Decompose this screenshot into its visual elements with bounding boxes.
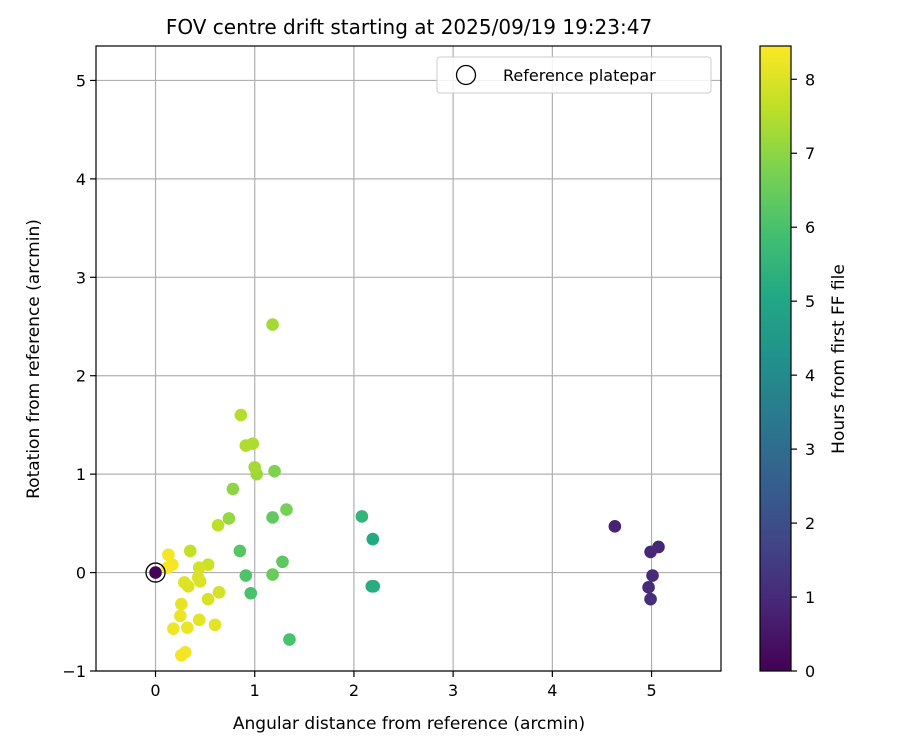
colorbar-tick-label: 2 <box>805 514 815 533</box>
data-point <box>239 569 253 582</box>
y-tick-label: 4 <box>76 170 86 189</box>
data-point <box>175 597 188 611</box>
data-point <box>266 568 279 581</box>
grid <box>96 46 721 672</box>
colorbar-label: Hours from first FF file <box>829 264 849 454</box>
colorbar-gradient <box>759 45 792 672</box>
data-point <box>646 569 659 582</box>
data-point <box>174 609 187 623</box>
x-tick-label: 3 <box>448 681 458 700</box>
data-point <box>355 510 369 523</box>
legend-reference-marker <box>455 64 477 86</box>
data-point <box>642 581 655 594</box>
x-tick-label: 2 <box>349 681 359 700</box>
y-tick-label: 1 <box>76 465 86 484</box>
data-point <box>149 566 162 579</box>
data-point <box>167 622 180 635</box>
scatter-points <box>149 318 665 662</box>
reference-marker-layer <box>145 562 166 583</box>
data-point <box>212 585 226 599</box>
axis-ticks: 0 1 2 3 4 5 −1 0 1 2 3 4 5 <box>62 71 656 700</box>
colorbar-ticks: 0 1 2 3 4 5 6 7 8 <box>791 70 815 681</box>
colorbar-tick-label: 1 <box>805 588 815 607</box>
data-point <box>183 544 197 558</box>
data-point <box>283 633 296 646</box>
colorbar-tick-label: 0 <box>805 662 815 681</box>
data-point <box>268 464 281 478</box>
x-tick-label: 4 <box>547 681 557 700</box>
data-point <box>276 555 289 569</box>
data-point <box>211 519 225 532</box>
data-point <box>266 318 279 331</box>
data-point <box>175 648 188 662</box>
data-point <box>191 571 205 584</box>
data-point <box>644 545 657 559</box>
colorbar-tick-label: 7 <box>805 144 815 163</box>
y-axis-label: Rotation from reference (arcmin) <box>24 219 44 499</box>
colorbar-tick-label: 8 <box>805 70 815 89</box>
x-tick-label: 5 <box>646 681 656 700</box>
data-point <box>244 586 258 600</box>
colorbar-tick-label: 4 <box>805 366 815 385</box>
data-point <box>644 592 657 606</box>
colorbar-tick-label: 6 <box>805 218 815 237</box>
data-point <box>192 561 206 574</box>
y-tick-label: 5 <box>76 71 86 90</box>
y-tick-label: −1 <box>62 662 86 681</box>
data-point <box>239 439 253 452</box>
x-tick-label: 1 <box>250 681 260 700</box>
colorbar-tick-label: 3 <box>805 440 815 459</box>
colorbar: 0 1 2 3 4 5 6 7 8 Hours from first FF file <box>759 45 849 681</box>
data-point <box>162 548 175 562</box>
x-tick-label: 0 <box>150 681 160 700</box>
data-point <box>233 544 247 558</box>
y-tick-label: 3 <box>76 268 86 287</box>
data-point <box>367 580 381 593</box>
legend-box <box>436 56 712 94</box>
data-point <box>608 520 622 533</box>
data-point <box>208 618 222 632</box>
colorbar-tick-label: 5 <box>805 292 815 311</box>
chart-title: FOV centre drift starting at 2025/09/19 … <box>166 15 652 39</box>
data-point <box>201 592 215 606</box>
legend-entry-reference-platepar: Reference platepar <box>503 66 656 85</box>
data-point <box>222 512 236 525</box>
data-point <box>234 408 248 422</box>
data-point <box>248 460 262 474</box>
data-point <box>266 511 279 524</box>
data-point <box>226 482 240 496</box>
y-tick-label: 0 <box>76 564 86 583</box>
data-point <box>280 503 293 516</box>
y-tick-label: 2 <box>76 367 86 386</box>
legend: Reference platepar <box>436 56 712 94</box>
data-point <box>177 576 191 589</box>
reference-platepar-marker <box>145 562 166 583</box>
data-point <box>180 621 194 634</box>
data-point <box>192 613 206 627</box>
plot-frame <box>95 45 722 672</box>
data-point <box>366 532 380 546</box>
x-axis-label: Angular distance from reference (arcmin) <box>233 714 585 734</box>
